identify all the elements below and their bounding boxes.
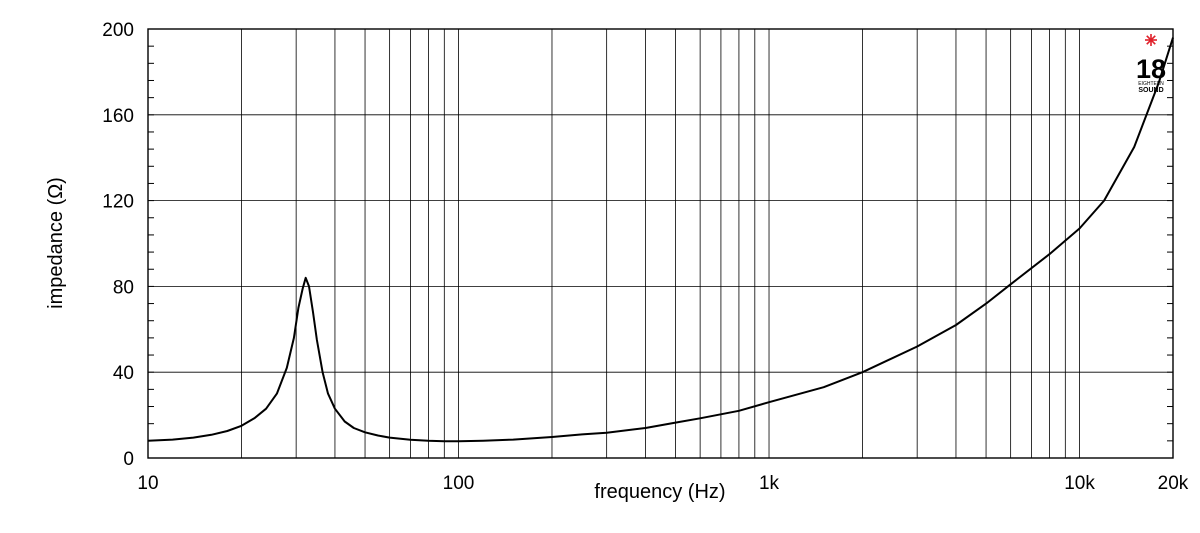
- y-tick-labels: 0 40 80 120 160 200: [102, 20, 134, 470]
- y-minor-ticks: [148, 28, 1173, 459]
- y-axis-title: impedance (Ω): [45, 177, 67, 309]
- y-tick-label: 80: [113, 277, 134, 298]
- y-tick-label: 0: [123, 449, 134, 470]
- x-tick-label: 20k: [1158, 473, 1189, 494]
- star-icon: [1145, 34, 1157, 46]
- brand-logo: 18 EIGHTEEN SOUND: [1136, 34, 1166, 94]
- y-tick-label: 160: [102, 106, 134, 127]
- y-tick-label: 40: [113, 363, 134, 384]
- y-tick-label: 120: [102, 192, 134, 213]
- x-axis-title: frequency (Hz): [594, 481, 725, 503]
- logo-top-text: EIGHTEEN: [1138, 81, 1164, 87]
- vertical-gridlines: [241, 29, 1080, 458]
- x-tick-labels: 10 100 1k 10k 20k: [137, 473, 1188, 494]
- impedance-curve: [147, 37, 1174, 443]
- horizontal-gridlines: [148, 114, 1173, 373]
- x-tick-label: 100: [443, 473, 475, 494]
- star-ray: [1146, 35, 1156, 45]
- x-tick-label: 10k: [1064, 473, 1095, 494]
- plot-frame: [147, 28, 1174, 459]
- logo-bottom-text: SOUND: [1138, 87, 1163, 94]
- x-tick-label: 1k: [759, 473, 780, 494]
- logo-number: 18: [1136, 54, 1166, 84]
- y-tick-label: 200: [102, 20, 134, 41]
- x-tick-label: 10: [137, 473, 158, 494]
